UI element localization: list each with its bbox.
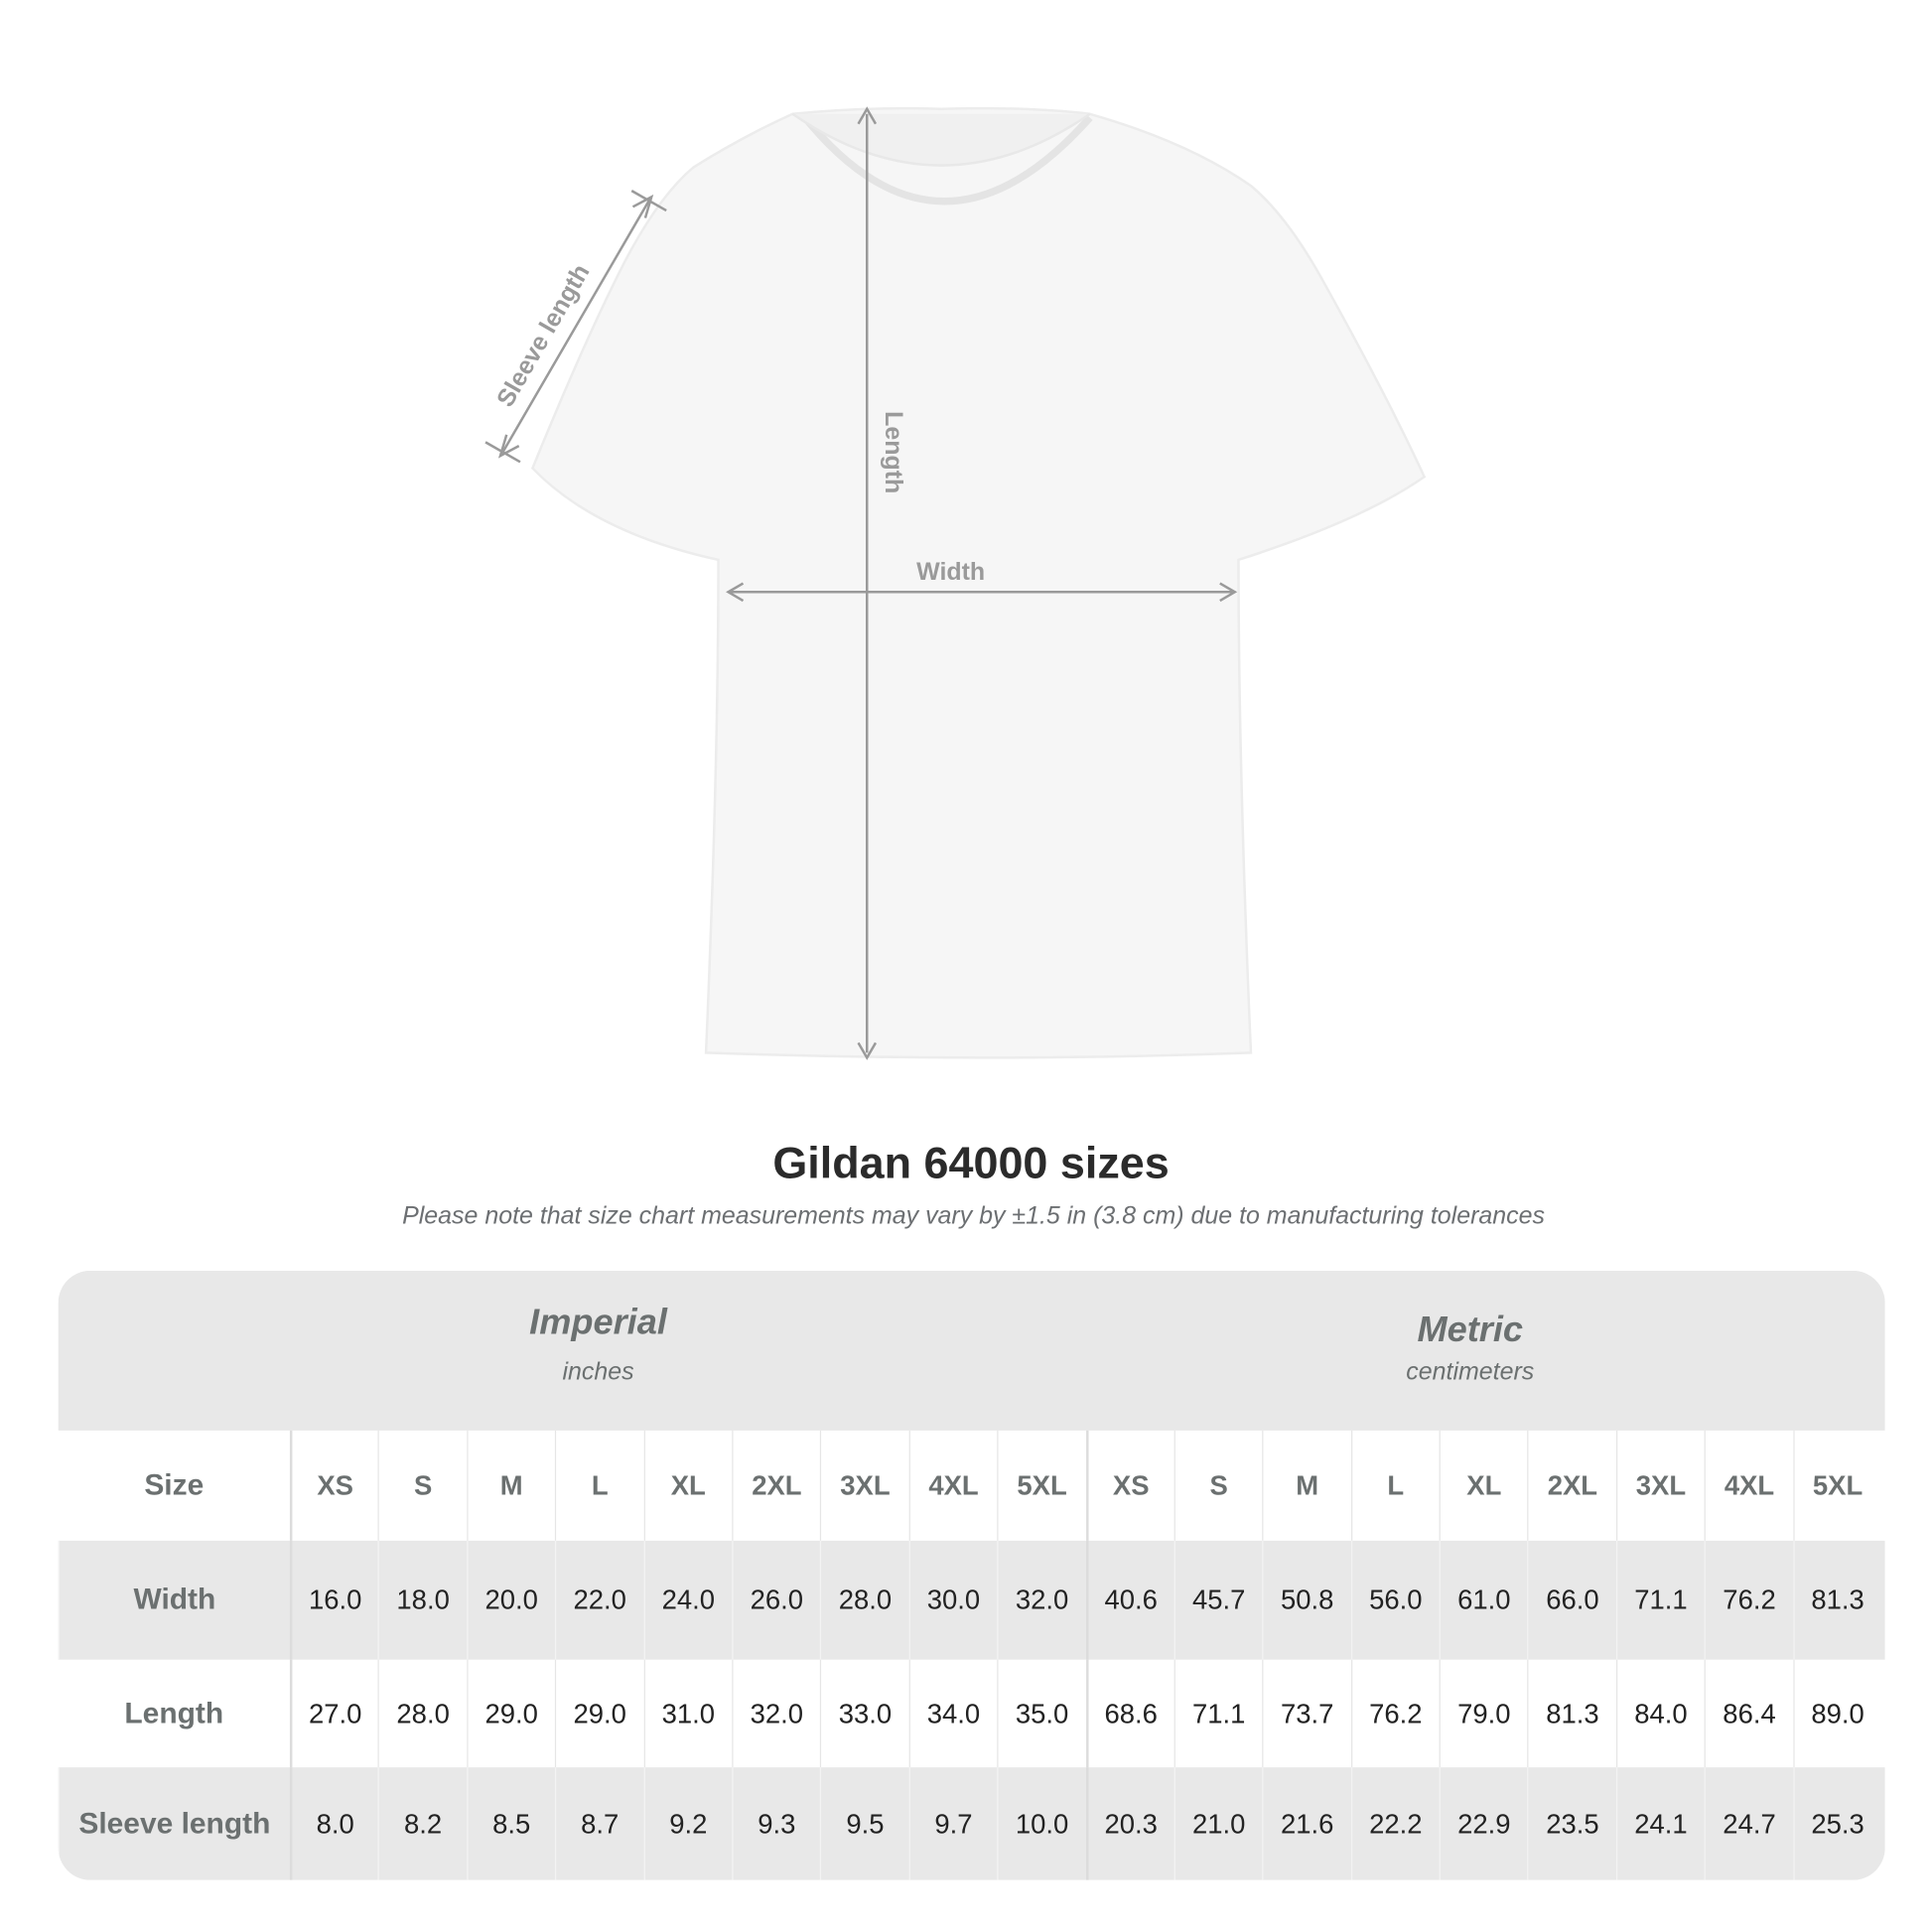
size-table: Imperial inches Metric centimeters Size X… [58, 1270, 1885, 1880]
table-cell: 25.3 [1792, 1767, 1881, 1880]
table-cell: 71.1 [1173, 1659, 1263, 1768]
imperial-unit: inches [562, 1358, 634, 1386]
table-cell: 29.0 [467, 1659, 555, 1768]
table-cell: 56.0 [1350, 1540, 1440, 1660]
table-cell: 8.5 [467, 1767, 555, 1880]
tshirt-shape [530, 106, 1427, 1059]
table-cell: 20.3 [1085, 1767, 1173, 1880]
table-cell: 8.7 [555, 1767, 643, 1880]
table-cell: 79.0 [1439, 1659, 1528, 1768]
table-cell: 22.9 [1439, 1767, 1528, 1880]
table-cell: 9.3 [732, 1767, 820, 1880]
tshirt-diagram: Sleeve length Length Width [484, 106, 1427, 1060]
size-header-cell: XS [1085, 1430, 1173, 1541]
table-cell: 8.0 [289, 1767, 378, 1880]
size-header-cell: M [467, 1430, 555, 1541]
collar [801, 115, 1093, 206]
size-header-cell: XL [1439, 1430, 1528, 1541]
table-cell: 26.0 [732, 1540, 820, 1660]
table-cell: 22.2 [1350, 1767, 1440, 1880]
row-label: Sleeve length [58, 1767, 290, 1880]
table-cell: 34.0 [908, 1659, 997, 1768]
table-cell: 50.8 [1262, 1540, 1351, 1660]
table-cell: 8.2 [377, 1767, 467, 1880]
table-row: Width 16.0 18.0 20.0 22.0 24.0 26.0 28.0 30.0 32.… [58, 1540, 1885, 1660]
table-cell: 81.3 [1527, 1659, 1616, 1768]
table-cell: 21.6 [1262, 1767, 1351, 1880]
size-header-cell: 2XL [732, 1430, 820, 1541]
imperial-title: Imperial [529, 1303, 667, 1343]
table-cell: 32.0 [997, 1540, 1085, 1660]
table-cell: 9.7 [908, 1767, 997, 1880]
table-cell: 40.6 [1085, 1540, 1173, 1660]
table-row: Length 27.0 28.0 29.0 29.0 31.0 32.0 33.0 34.0 35… [59, 1659, 1885, 1768]
size-header-cell: M [1262, 1430, 1351, 1541]
length-label: Length [880, 411, 907, 493]
table-cell: 10.0 [997, 1767, 1085, 1880]
table-cell: 31.0 [643, 1659, 732, 1768]
size-header-cell: 3XL [820, 1430, 908, 1541]
table-cell: 24.7 [1704, 1767, 1793, 1880]
table-cell: 24.1 [1615, 1767, 1705, 1880]
table-cell: 22.0 [555, 1540, 643, 1660]
size-header-cell: L [555, 1430, 643, 1541]
size-row: Size XS S M L XL 2XL 3XL 4XL 5XL XS S M L XL 2XL 3XL 4XL 5… [59, 1430, 1885, 1541]
size-header-cell: 4XL [908, 1430, 997, 1541]
table-cell: 35.0 [997, 1659, 1085, 1768]
imperial-header: Imperial inches [350, 1303, 846, 1387]
table-cell: 30.0 [908, 1540, 997, 1660]
table-cell: 21.0 [1173, 1767, 1263, 1880]
table-cell: 76.2 [1350, 1659, 1440, 1768]
table-cell: 9.2 [643, 1767, 732, 1880]
unit-header: Imperial inches Metric centimeters [58, 1270, 1885, 1431]
size-header-cell: XS [289, 1430, 378, 1541]
table-cell: 84.0 [1615, 1659, 1705, 1768]
table-cell: 9.5 [820, 1767, 908, 1880]
size-header-cell: 2XL [1527, 1430, 1616, 1541]
size-header-cell: S [1173, 1430, 1263, 1541]
size-header-cell: 3XL [1615, 1430, 1705, 1541]
table-cell: 20.0 [467, 1540, 555, 1660]
table-cell: 71.1 [1615, 1540, 1705, 1660]
table-cell: 66.0 [1527, 1540, 1616, 1660]
metric-unit: centimeters [1406, 1358, 1535, 1386]
table-cell: 28.0 [377, 1659, 467, 1768]
table-cell: 27.0 [289, 1659, 378, 1768]
table-cell: 61.0 [1439, 1540, 1528, 1660]
metric-header: Metric centimeters [1222, 1311, 1718, 1387]
table-cell: 76.2 [1704, 1540, 1793, 1660]
table-cell: 16.0 [289, 1540, 378, 1660]
table-cell: 81.3 [1792, 1540, 1881, 1660]
table-cell: 23.5 [1527, 1767, 1616, 1880]
table-cell: 18.0 [377, 1540, 467, 1660]
table-cell: 86.4 [1704, 1659, 1793, 1768]
size-header-cell: 5XL [1792, 1430, 1881, 1541]
size-header-cell: XL [643, 1430, 732, 1541]
table-cell: 89.0 [1792, 1659, 1881, 1768]
sleeve-arrow [501, 200, 650, 453]
size-header-cell: 5XL [997, 1430, 1085, 1541]
table-cell: 68.6 [1085, 1659, 1173, 1768]
row-label: Length [124, 1696, 224, 1730]
metric-title: Metric [1417, 1310, 1524, 1350]
size-header-cell: 4XL [1704, 1430, 1793, 1541]
table-cell: 28.0 [820, 1540, 908, 1660]
table-cell: 73.7 [1262, 1659, 1351, 1768]
table-cell: 29.0 [555, 1659, 643, 1768]
table-cell: 45.7 [1173, 1540, 1263, 1660]
width-label: Width [916, 558, 985, 586]
table-cell: 32.0 [732, 1659, 820, 1768]
row-label: Width [58, 1540, 290, 1660]
size-header-cell: L [1350, 1430, 1440, 1541]
table-cell: 24.0 [643, 1540, 732, 1660]
size-header-label: Size [144, 1467, 205, 1502]
table-row: Sleeve length 8.0 8.2 8.5 8.7 9.2 9.3 9.5 9.7 10.… [58, 1767, 1885, 1880]
tolerance-note: Please note that size chart measurements… [402, 1202, 1545, 1230]
table-cell: 33.0 [820, 1659, 908, 1768]
size-header-cell: S [377, 1430, 467, 1541]
page-title: Gildan 64000 sizes [772, 1137, 1170, 1188]
